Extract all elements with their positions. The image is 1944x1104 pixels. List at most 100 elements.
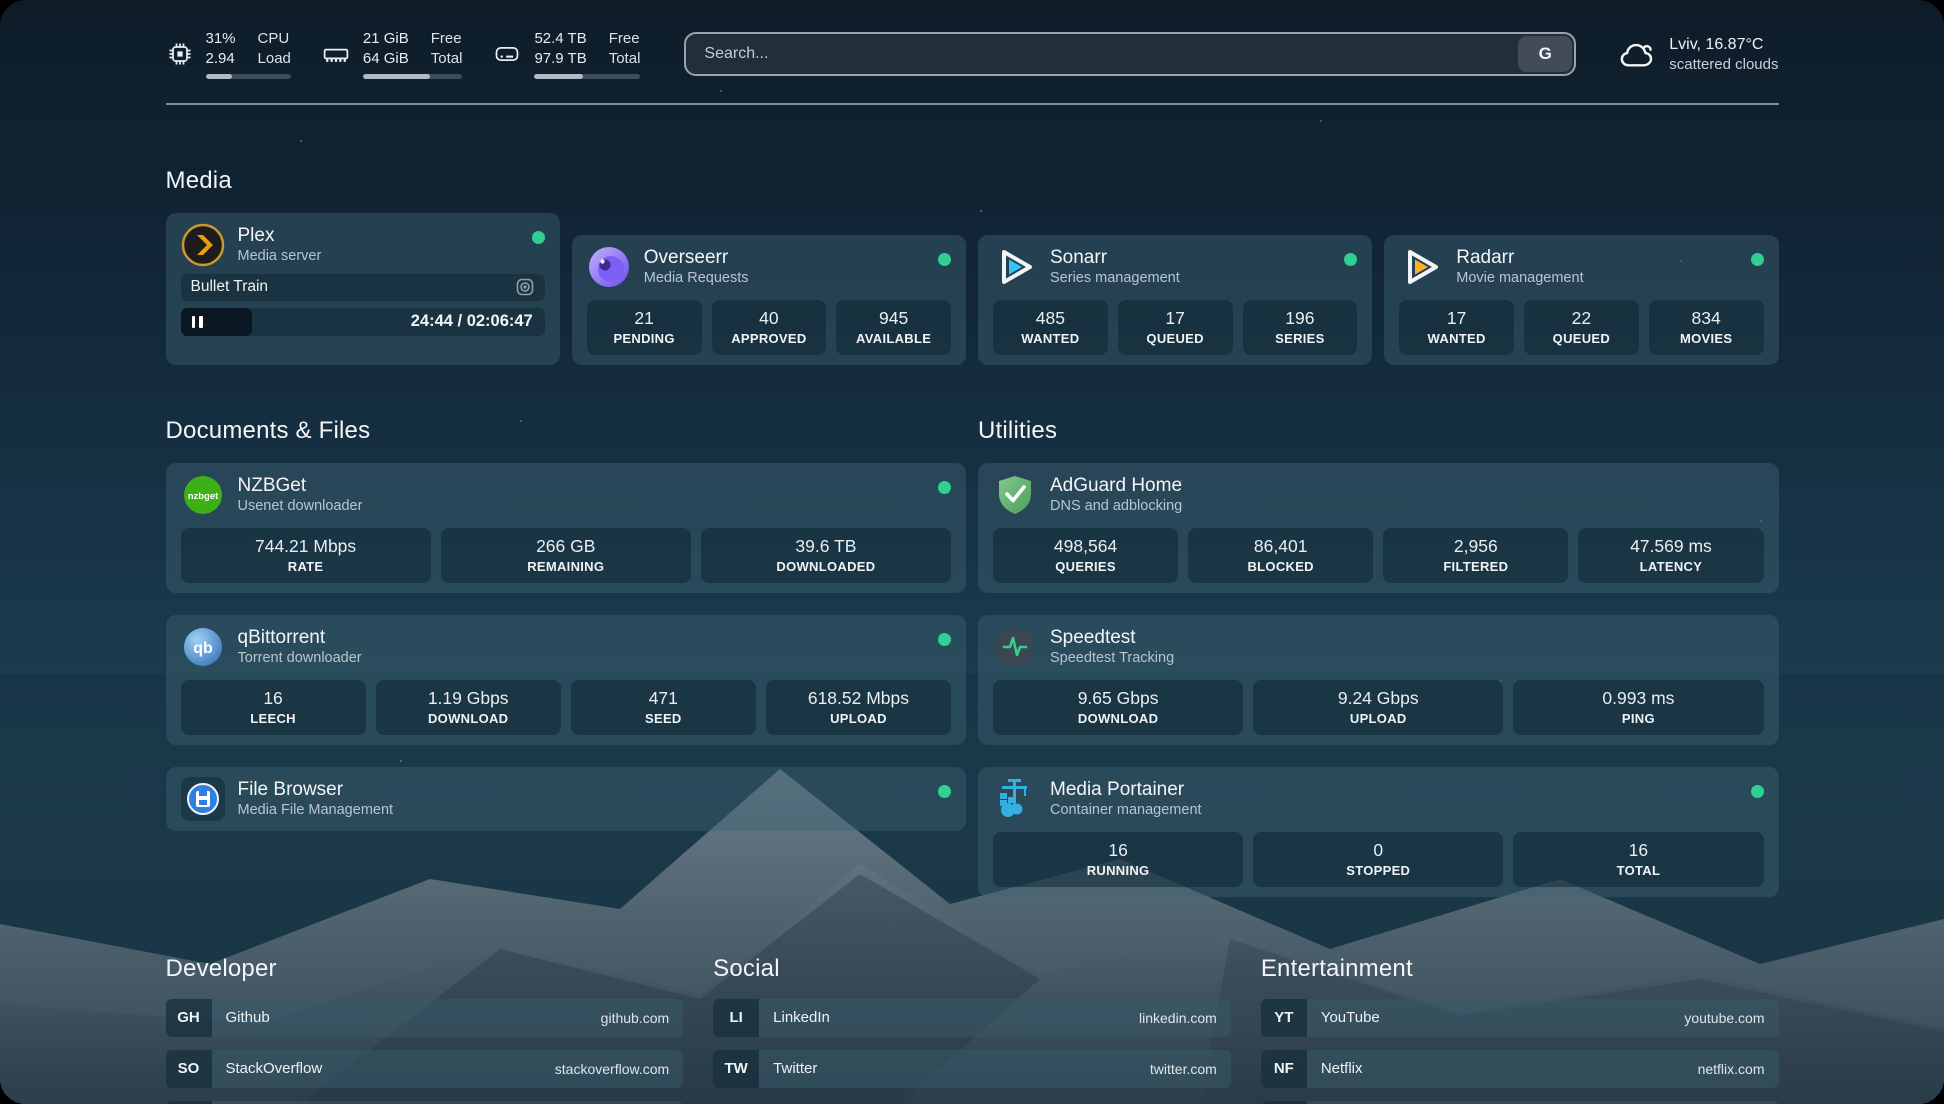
stat-block: 945 AVAILABLE bbox=[836, 299, 951, 355]
service-card-sonarr[interactable]: Sonarr Series management 485 WANTED 17 QUE… bbox=[978, 234, 1373, 365]
service-card-portainer[interactable]: Media Portainer Container management 16 R… bbox=[978, 766, 1779, 897]
section-heading-media: Media bbox=[165, 166, 232, 194]
disk-free-label: Free bbox=[608, 30, 640, 47]
service-name: NZBGet bbox=[237, 474, 307, 496]
header-divider bbox=[165, 102, 1779, 105]
stat-block: 17 WANTED bbox=[1399, 299, 1514, 355]
bookmark-name: LinkedIn bbox=[773, 1009, 830, 1026]
status-dot bbox=[531, 230, 545, 244]
media-grid: Plex Media server Bullet Train 24:44 / 0… bbox=[165, 212, 1779, 365]
stat-block: 834 MOVIES bbox=[1648, 299, 1764, 355]
service-desc: Media server bbox=[237, 248, 322, 265]
service-desc: Usenet downloader bbox=[237, 498, 363, 515]
service-card-radarr[interactable]: Radarr Movie management 17 WANTED 22 QUEUE… bbox=[1384, 234, 1779, 365]
cloud-icon bbox=[1620, 44, 1653, 67]
resource-monitors: 31% CPU 2.94 Load 21 GiB Free bbox=[166, 30, 641, 79]
sonarr-icon bbox=[993, 245, 1037, 289]
service-name: Radarr bbox=[1456, 246, 1515, 268]
playback-progressbar: 24:44 / 02:06:47 bbox=[180, 307, 545, 336]
bookmark-domain: youtube.com bbox=[1684, 1009, 1765, 1026]
cpu-monitor: 31% CPU 2.94 Load bbox=[166, 30, 291, 79]
service-card-filebrowser[interactable]: File Browser Media File Management bbox=[165, 766, 966, 831]
service-desc: Container management bbox=[1050, 802, 1202, 819]
section-heading-entertainment: Entertainment bbox=[1260, 954, 1413, 982]
bookmark-stackoverflow[interactable]: SO StackOverflow stackoverflow.com bbox=[165, 1049, 684, 1088]
svg-text:nzbget: nzbget bbox=[187, 491, 218, 502]
stat-block: 9.65 Gbps DOWNLOAD bbox=[993, 679, 1244, 735]
stat-block: 47.569 ms LATENCY bbox=[1578, 527, 1764, 583]
bookmark-dev[interactable]: DT DEV dev.to bbox=[165, 1100, 684, 1104]
search-bar: G bbox=[684, 32, 1577, 77]
stat-block: 618.52 Mbps UPLOAD bbox=[765, 679, 951, 735]
bookmark-reddit[interactable]: RE Reddit reddit.com bbox=[1260, 1100, 1779, 1104]
pause-icon bbox=[191, 315, 203, 328]
disk-free-value: 52.4 TB bbox=[534, 30, 587, 47]
bookmark-linkedin[interactable]: LI LinkedIn linkedin.com bbox=[713, 998, 1231, 1037]
bookmark-abbr: RE bbox=[1260, 1100, 1307, 1104]
service-desc: Torrent downloader bbox=[237, 650, 362, 667]
service-card-adguard[interactable]: AdGuard Home DNS and adblocking 498,564 Q… bbox=[978, 462, 1779, 593]
service-desc: Movie management bbox=[1456, 270, 1584, 287]
memory-total-label: Total bbox=[430, 49, 463, 67]
service-name: File Browser bbox=[237, 778, 344, 800]
service-name: Speedtest bbox=[1050, 626, 1136, 648]
service-desc: Speedtest Tracking bbox=[1050, 650, 1175, 667]
stat-block: 485 WANTED bbox=[993, 299, 1108, 355]
stat-block: 744.21 Mbps RATE bbox=[180, 527, 431, 583]
search-input[interactable] bbox=[684, 32, 1577, 77]
bookmark-abbr: SO bbox=[165, 1049, 212, 1088]
bookmark-github[interactable]: GH Github github.com bbox=[165, 998, 684, 1037]
service-name: Plex bbox=[237, 224, 275, 246]
media-type-icon bbox=[516, 278, 534, 296]
snow-specks bbox=[0, 0, 2, 2]
top-bar: 31% CPU 2.94 Load 21 GiB Free bbox=[166, 0, 1779, 79]
memory-total-value: 64 GiB bbox=[362, 49, 409, 67]
stat-block: 498,564 QUERIES bbox=[993, 527, 1179, 583]
stat-block: 1.19 Gbps DOWNLOAD bbox=[375, 679, 561, 735]
status-dot bbox=[1750, 252, 1764, 266]
now-playing-title: Bullet Train bbox=[190, 278, 269, 295]
bookmark-youtube[interactable]: YT YouTube youtube.com bbox=[1260, 998, 1779, 1037]
bookmark-domain: github.com bbox=[600, 1009, 670, 1026]
disk-total-label: Total bbox=[608, 49, 641, 67]
portainer-icon bbox=[993, 777, 1037, 821]
service-card-nzbget[interactable]: nzbget NZBGet Usenet downloader 744.21 M… bbox=[165, 462, 966, 593]
stat-block: 9.24 Gbps UPLOAD bbox=[1253, 679, 1504, 735]
stat-block: 39.6 TB DOWNLOADED bbox=[700, 527, 951, 583]
adguard-icon bbox=[993, 473, 1037, 517]
service-name: Sonarr bbox=[1050, 246, 1108, 268]
status-dot bbox=[938, 632, 951, 646]
service-name: Overseerr bbox=[643, 246, 729, 268]
documents-column: Documents & Files nzbget NZBGet Usenet d… bbox=[165, 417, 966, 897]
service-desc: Series management bbox=[1050, 270, 1180, 287]
stat-block: 17 QUEUED bbox=[1117, 299, 1233, 355]
bookmark-abbr: NF bbox=[1260, 1049, 1307, 1088]
plex-icon bbox=[181, 223, 225, 267]
cpu-label: CPU bbox=[257, 30, 290, 47]
section-heading-utilities: Utilities bbox=[978, 416, 1058, 444]
disk-icon bbox=[496, 47, 519, 62]
developer-links: Developer GH Github github.com SO StackO… bbox=[165, 955, 684, 1104]
service-card-qbittorrent[interactable]: qb qBittorrent Torrent downloader 16 LEEC… bbox=[165, 614, 966, 745]
memory-progressbar bbox=[362, 73, 463, 79]
weather-location-temp: Lviv, 16.87°C bbox=[1669, 35, 1764, 53]
service-card-overseerr[interactable]: Overseerr Media Requests 21 PENDING 40 APP… bbox=[571, 234, 966, 365]
service-card-plex[interactable]: Plex Media server Bullet Train 24:44 / 0… bbox=[165, 212, 560, 365]
stat-block: 266 GB REMAINING bbox=[440, 527, 691, 583]
bookmark-twitter[interactable]: TW Twitter twitter.com bbox=[713, 1049, 1231, 1088]
memory-icon bbox=[323, 49, 349, 63]
cpu-load-value: 2.94 bbox=[205, 49, 235, 67]
bookmark-netflix[interactable]: NF Netflix netflix.com bbox=[1260, 1049, 1779, 1088]
bookmark-abbr: DT bbox=[165, 1100, 212, 1104]
search-provider-button[interactable]: G bbox=[1518, 36, 1573, 73]
utilities-column: Utilities AdGuard bbox=[978, 417, 1779, 897]
cpu-progressbar bbox=[205, 73, 291, 79]
bookmark-name: Twitter bbox=[773, 1060, 818, 1077]
memory-free-label: Free bbox=[430, 30, 462, 47]
section-heading-social: Social bbox=[713, 954, 780, 982]
status-dot bbox=[938, 784, 951, 798]
service-card-speedtest[interactable]: Speedtest Speedtest Tracking 9.65 Gbps DO… bbox=[978, 614, 1779, 745]
nzbget-icon: nzbget bbox=[181, 473, 225, 517]
cpu-value: 31% bbox=[205, 30, 236, 47]
